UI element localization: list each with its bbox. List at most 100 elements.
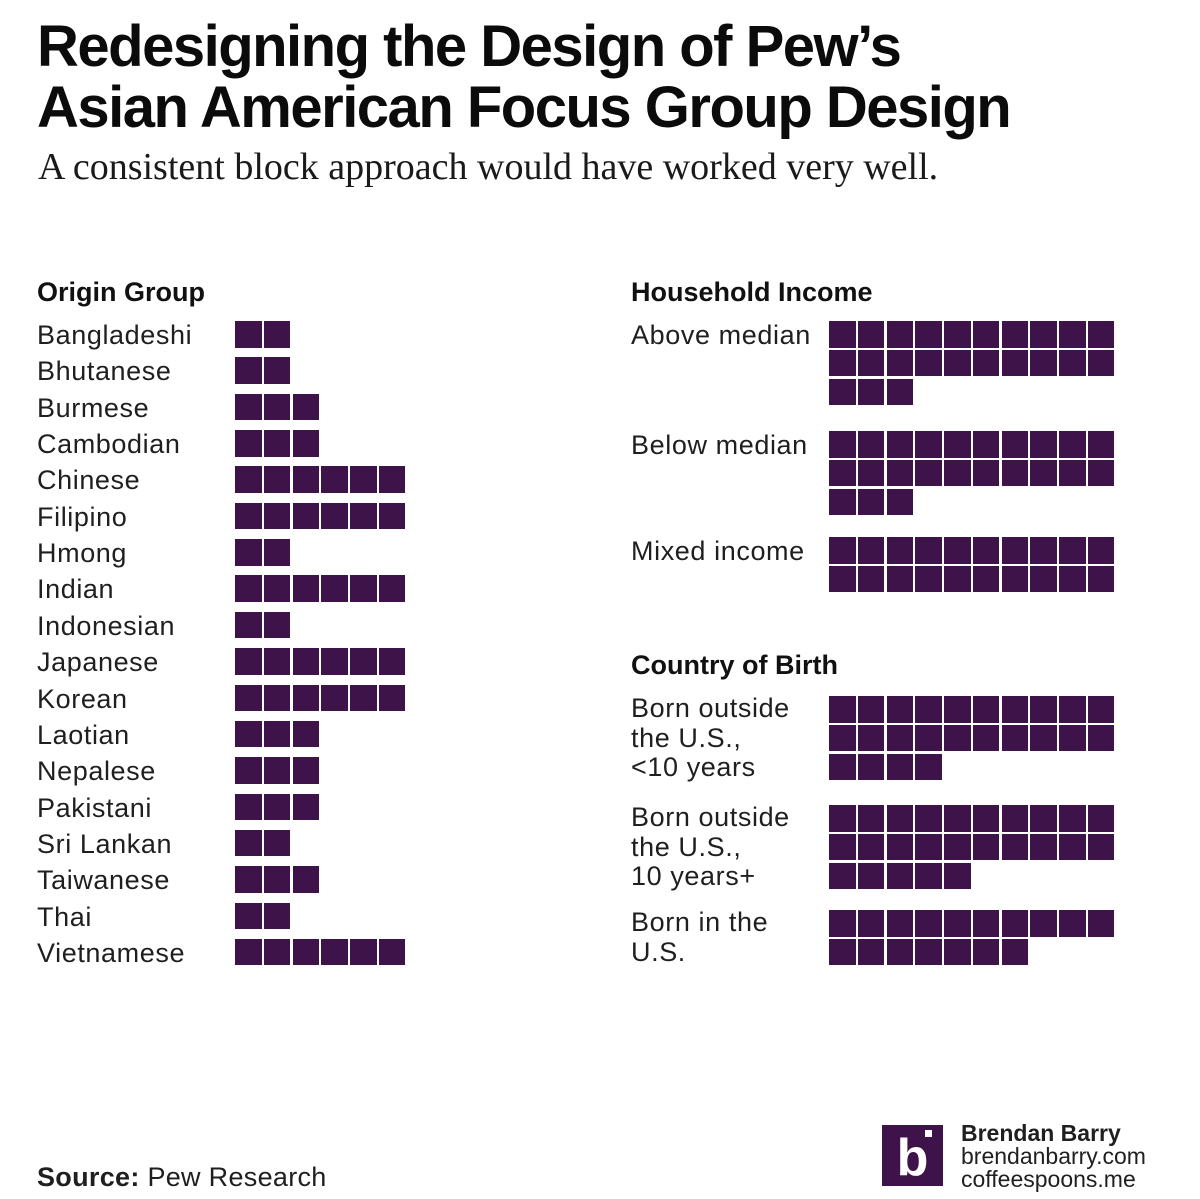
- country-of-birth-block: [829, 862, 856, 889]
- country-of-birth-block: [944, 805, 971, 832]
- household-income-block: [886, 349, 913, 377]
- origin-group-label: Laotian: [37, 719, 130, 750]
- country-of-birth-block: [857, 938, 885, 966]
- origin-group-block: [235, 793, 262, 821]
- country-of-birth-block: [829, 805, 856, 832]
- origin-group-block: [263, 684, 291, 711]
- household-income-block: [915, 459, 942, 487]
- household-income-block: [857, 349, 885, 377]
- country-of-birth-block: [857, 724, 885, 752]
- author-website: brendanbarry.com: [961, 1143, 1146, 1169]
- country-of-birth-block: [857, 753, 885, 780]
- origin-group-block: [235, 502, 262, 530]
- country-of-birth-block: [1059, 910, 1086, 937]
- origin-group-block: [292, 757, 319, 784]
- origin-group-block: [263, 466, 291, 493]
- household-income-block: [944, 431, 971, 458]
- household-income-block: [1087, 349, 1115, 377]
- household-income-block: [1001, 431, 1028, 458]
- origin-group-block: [292, 684, 319, 711]
- country-of-birth-block: [972, 833, 1000, 861]
- origin-group-label: Indonesian: [37, 610, 176, 641]
- origin-group-label: Filipino: [37, 501, 128, 532]
- origin-group-block: [321, 938, 348, 966]
- household-income-block: [1001, 565, 1028, 593]
- country-of-birth-block: [1030, 805, 1057, 832]
- origin-group-label: Taiwanese: [37, 865, 170, 896]
- household-income-block: [944, 565, 971, 593]
- origin-group-block: [263, 829, 291, 857]
- author-name: Brendan Barry: [961, 1120, 1121, 1146]
- origin-group-block: [263, 720, 291, 748]
- household-income-block: [1059, 459, 1086, 487]
- origin-group-block: [378, 938, 406, 966]
- household-income-block: [829, 321, 856, 348]
- country-of-birth-block: [1001, 696, 1028, 723]
- logo-glyph: b: [897, 1129, 929, 1186]
- origin-group-label: Burmese: [37, 392, 150, 423]
- household-income-block: [857, 537, 885, 564]
- origin-group-block: [263, 575, 291, 602]
- origin-group-block: [235, 757, 262, 784]
- country-of-birth-block: [857, 862, 885, 889]
- household-income-block: [1030, 459, 1057, 487]
- country-of-birth-block: [1030, 696, 1057, 723]
- origin-group-block: [263, 539, 291, 566]
- country-of-birth-block: [972, 724, 1000, 752]
- household-income-block: [829, 459, 856, 487]
- brand-logo-icon: b: [882, 1125, 943, 1187]
- household-income-block: [944, 349, 971, 377]
- country-of-birth-block: [886, 862, 913, 889]
- country-of-birth-block: [1059, 724, 1086, 752]
- household-income-block: [915, 321, 942, 348]
- household-income-block: [972, 565, 1000, 593]
- household-income-block: [886, 537, 913, 564]
- origin-group-label: Chinese: [37, 465, 141, 496]
- household-income-block: [915, 537, 942, 564]
- country-of-birth-block: [857, 833, 885, 861]
- origin-group-block: [263, 902, 291, 930]
- household-income-block: [857, 378, 885, 405]
- origin-group-block: [292, 793, 319, 821]
- household-income-block: [1087, 565, 1115, 593]
- origin-group-label: Cambodian: [37, 429, 181, 460]
- country-of-birth-block: [915, 724, 942, 752]
- household-income-block: [972, 431, 1000, 458]
- country-of-birth-block: [886, 938, 913, 966]
- country-of-birth-block: [944, 724, 971, 752]
- country-of-birth-block: [944, 696, 971, 723]
- household-income-block: [972, 349, 1000, 377]
- household-income-block: [944, 459, 971, 487]
- chart-title: Redesigning the Design of Pew’s Asian Am…: [37, 14, 1012, 140]
- origin-group-label: Hmong: [37, 538, 128, 569]
- country-of-birth-block: [886, 833, 913, 861]
- title-line-2: Asian American Focus Group Design: [37, 75, 1012, 140]
- country-of-birth-label: Born in the U.S.: [631, 907, 769, 967]
- country-of-birth-block: [1001, 805, 1028, 832]
- origin-group-block: [263, 866, 291, 893]
- origin-group-block: [292, 938, 319, 966]
- title-line-1: Redesigning the Design of Pew’s: [37, 14, 902, 79]
- household-income-block: [1087, 537, 1115, 564]
- household-income-block: [886, 488, 913, 515]
- source-text: Pew Research: [147, 1162, 327, 1192]
- origin-group-block: [263, 648, 291, 675]
- household-income-block: [829, 431, 856, 458]
- origin-group-block: [378, 466, 406, 493]
- country-of-birth-block: [1087, 805, 1115, 832]
- household-income-block: [829, 378, 856, 405]
- household-income-block: [1059, 321, 1086, 348]
- country-of-birth-block: [1001, 724, 1028, 752]
- country-of-birth-block: [915, 862, 942, 889]
- household-income-block: [857, 431, 885, 458]
- origin-group-block: [235, 466, 262, 493]
- origin-group-block: [321, 502, 348, 530]
- country-of-birth-block: [915, 910, 942, 937]
- origin-group-block: [263, 611, 291, 639]
- origin-group-block: [292, 575, 319, 602]
- origin-group-block: [350, 575, 377, 602]
- household-income-block: [1001, 537, 1028, 564]
- origin-group-block: [292, 648, 319, 675]
- source-label: Source:: [37, 1162, 140, 1192]
- origin-group-block: [321, 648, 348, 675]
